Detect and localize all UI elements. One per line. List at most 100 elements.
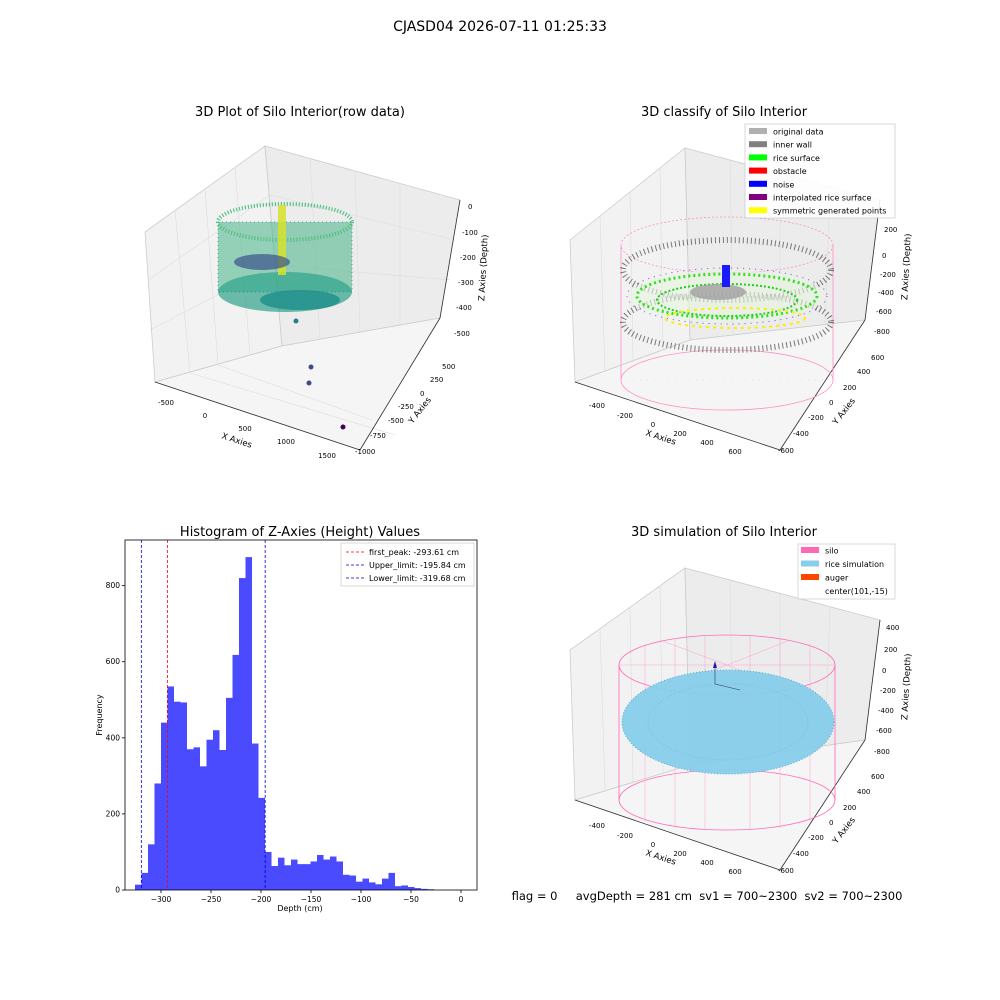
simulation-ztick: -800 [874, 748, 890, 756]
simulation-xtick: -200 [617, 832, 633, 840]
classify-panel-title: 3D classify of Silo Interior [641, 105, 808, 120]
simulation-ztick: 200 [884, 646, 897, 654]
histogram-bar [219, 750, 226, 890]
histogram-bar [135, 884, 142, 890]
histogram-bar [180, 702, 187, 890]
histogram-xtick-label: −150 [301, 895, 322, 904]
raw-xlabel: X Axies [220, 431, 253, 450]
legend-label: silo [825, 547, 839, 556]
histogram-bar [239, 578, 246, 890]
classify-xtick: 600 [728, 448, 741, 456]
histogram-bar [148, 844, 155, 890]
simulation-ytick: -600 [778, 867, 794, 875]
histogram-bar [167, 686, 174, 890]
histogram-title: Histogram of Z-Axies (Height) Values [180, 525, 420, 540]
histogram-bar [174, 701, 181, 890]
histogram-bar [414, 888, 421, 890]
histogram-bar [258, 797, 265, 890]
histogram-bar [421, 888, 428, 890]
histogram-bar [317, 855, 324, 890]
simulation-legend: silo rice simulation auger center(101,-15) [797, 543, 896, 600]
histogram-frame [124, 539, 478, 891]
status-readout: flag = 0 avgDepth = 281 cm sv1 = 700~230… [512, 889, 903, 903]
histogram-xtick-label: −200 [251, 895, 272, 904]
classify-ytick: -200 [808, 414, 824, 422]
histogram-bar [278, 857, 285, 890]
legend-label: inner wall [773, 141, 812, 150]
raw-axes-box [144, 145, 461, 451]
legend-swatch [801, 547, 819, 553]
histogram-bar [161, 722, 168, 890]
legend-swatch [749, 194, 767, 200]
raw-ztick: -100 [462, 229, 478, 237]
simulation-xtick: 0 [651, 841, 655, 849]
histogram-ytick-label: 800 [106, 581, 121, 590]
legend-label: rice simulation [825, 560, 884, 569]
histogram-bar [193, 747, 200, 890]
histogram-bar [382, 878, 389, 890]
classify-ytick: 400 [857, 368, 870, 376]
simulation-ytick: 400 [857, 788, 870, 796]
histogram-bar [323, 859, 330, 890]
classify-ztick: -200 [880, 271, 896, 279]
raw-ytick: 500 [442, 363, 455, 371]
simulation-panel-title: 3D simulation of Silo Interior [631, 525, 818, 540]
simulation-xtick: 600 [728, 868, 741, 876]
histogram-bar [343, 874, 350, 890]
histogram-ytick-label: 400 [106, 733, 121, 742]
raw-tick-labels: -500 0 500 1000 1500 500 250 0 -250 -500… [158, 203, 478, 460]
classify-ztick: 200 [884, 226, 897, 234]
histogram-bar [271, 866, 278, 890]
classify-ztick: -400 [878, 289, 894, 297]
raw-ytick: 250 [430, 376, 443, 384]
raw-xtick: 1000 [277, 438, 295, 446]
classify-xtick: -400 [589, 402, 605, 410]
raw-ztick: -400 [456, 304, 472, 312]
histogram-bar [310, 861, 317, 890]
histogram-xtick-label: 0 [459, 895, 464, 904]
histogram-bar [369, 882, 376, 890]
raw-ytick: -750 [370, 432, 386, 440]
simulation-ztick: -600 [876, 727, 892, 735]
histogram-bar [265, 851, 272, 890]
raw-point-cloud [216, 202, 354, 430]
classify-ztick: -600 [876, 308, 892, 316]
histogram-legend: first_peak: -293.61 cm Upper_limit: -195.… [340, 542, 475, 587]
simulation-ytick: -400 [793, 850, 809, 858]
legend-swatch [749, 154, 767, 161]
histogram-ytick-label: 0 [115, 886, 120, 895]
simulation-zlabel: Z Axies (Depth) [900, 653, 913, 720]
raw-xtick: 1500 [318, 452, 336, 460]
panel-simulation-3d: 3D simulation of Silo Interior [569, 525, 914, 876]
histogram-xtick-label: −50 [403, 895, 419, 904]
histogram-bar [401, 885, 408, 890]
classify-ytick: 200 [843, 384, 856, 392]
legend-label: interpolated rice surface [773, 194, 871, 203]
classify-ztick: 0 [882, 252, 886, 260]
simulation-ylabel: Y Axies [830, 815, 858, 847]
histogram-bar [362, 878, 369, 890]
panel-raw-3d: 3D Plot of Silo Interior(row data) [144, 105, 491, 460]
histogram-panel: Histogram of Z-Axies (Height) Values −30… [95, 525, 478, 913]
histogram-ytick-label: 200 [106, 809, 121, 818]
classify-ylabel: Y Axies [830, 396, 858, 428]
histogram-bar [226, 697, 233, 890]
histogram-bar [252, 743, 259, 890]
histogram-xlabel: Depth (cm) [277, 904, 322, 913]
legend-swatch [749, 128, 767, 134]
legend-label: rice surface [773, 154, 820, 163]
raw-panel-title: 3D Plot of Silo Interior(row data) [195, 105, 405, 120]
raw-ztick: -300 [458, 279, 474, 287]
histogram-bar [245, 557, 252, 890]
histogram-legend-label: Lower_limit: -319.68 cm [369, 574, 466, 583]
classify-xtick: 0 [651, 421, 655, 429]
histogram-bar [330, 856, 337, 890]
legend-swatch [801, 574, 819, 580]
histogram-xtick-label: −300 [151, 895, 172, 904]
classify-legend: original data inner wall rice surface obsta… [744, 123, 896, 219]
histogram-bar [200, 766, 207, 890]
classify-point-cloud [620, 216, 834, 411]
simulation-ztick: 0 [882, 667, 886, 675]
legend-label: noise [773, 180, 794, 189]
histogram-legend-label: first_peak: -293.61 cm [369, 548, 459, 557]
